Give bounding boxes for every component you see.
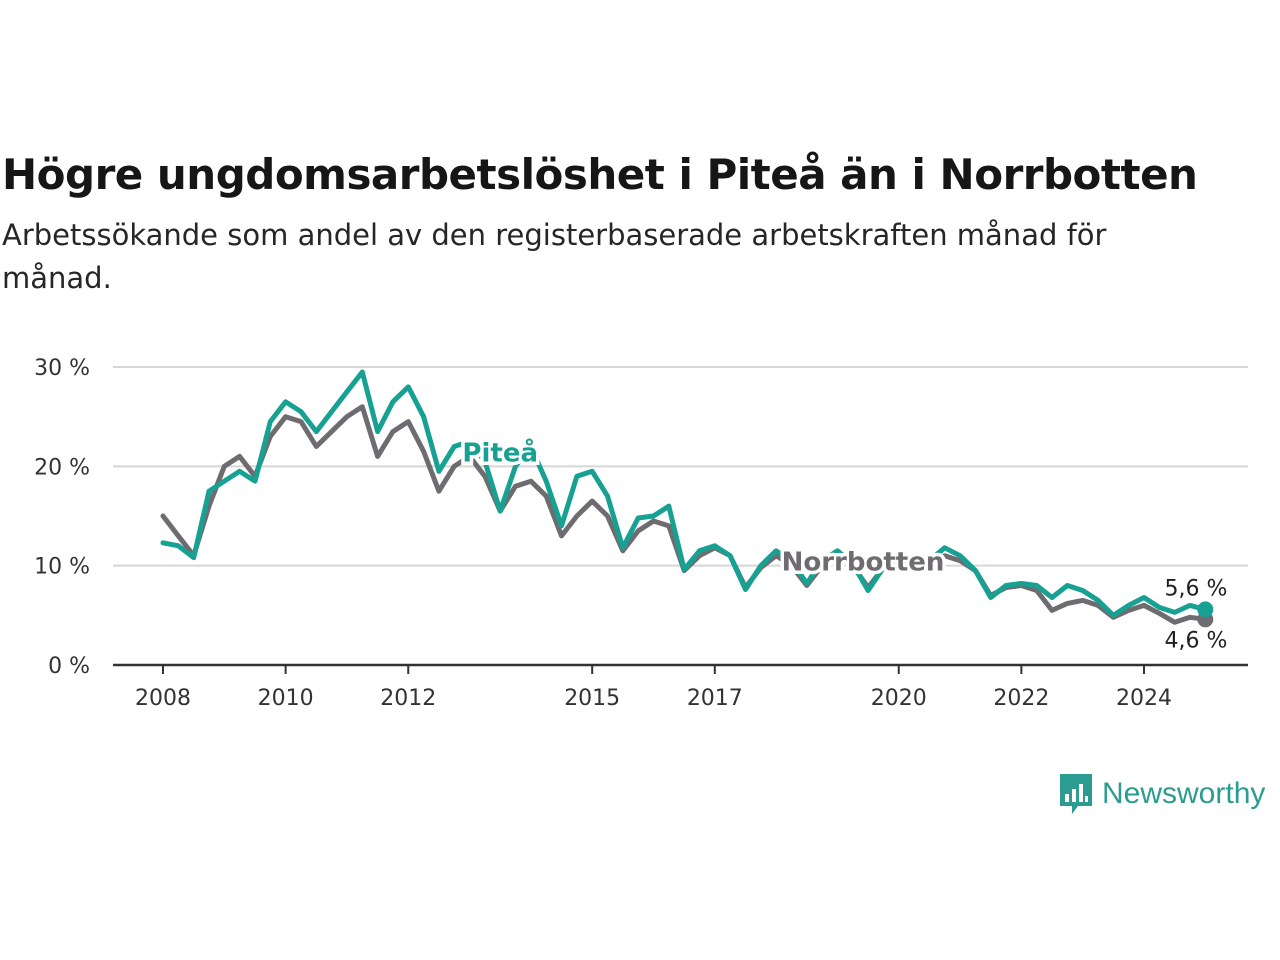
series-labels: 4,6 % Norrbotten 5,6 % Piteå <box>459 433 1228 653</box>
y-axis: 0 % 10 % 20 % 30 % <box>34 356 1248 679</box>
series-label: Norrbotten <box>782 548 945 578</box>
line-chart: 0 % 10 % 20 % 30 % 2008 2010 2012 2015 2017 2020… <box>34 356 1248 711</box>
series-line-piteå <box>160 369 1208 618</box>
end-value-label: 5,6 % <box>1165 576 1228 601</box>
gridlines <box>113 366 1248 567</box>
x-tick-label: 2022 <box>993 686 1049 711</box>
y-tick-label: 0 % <box>48 654 90 679</box>
end-point-piteå <box>1197 601 1214 618</box>
x-tick-label: 2017 <box>687 686 743 711</box>
end-value-label: 4,6 % <box>1165 628 1228 653</box>
series-line-norrbotten <box>160 404 1208 625</box>
newsworthy-chart-logo-icon <box>1060 774 1092 814</box>
chart-subtitle: Arbetssökande som andel av den registerb… <box>2 218 1107 295</box>
x-tick-label: 2010 <box>258 686 314 711</box>
series-lines <box>160 369 1214 628</box>
y-tick-label: 10 % <box>34 555 90 580</box>
series-label: Piteå <box>462 436 538 468</box>
x-axis: 2008 2010 2012 2015 2017 2020 2022 2024 <box>135 665 1172 711</box>
x-tick-label: 2015 <box>564 686 620 711</box>
chart-title: Högre ungdomsarbetslöshet i Piteå än i N… <box>2 150 1198 199</box>
newsworthy-logo: Newsworthy <box>1058 772 1265 816</box>
brand-name: Newsworthy <box>1102 777 1266 810</box>
x-tick-label: 2012 <box>380 686 436 711</box>
x-tick-label: 2008 <box>135 686 191 711</box>
y-tick-label: 30 % <box>34 356 90 381</box>
x-tick-label: 2024 <box>1116 686 1172 711</box>
y-tick-label: 20 % <box>34 455 90 480</box>
x-tick-label: 2020 <box>871 686 927 711</box>
